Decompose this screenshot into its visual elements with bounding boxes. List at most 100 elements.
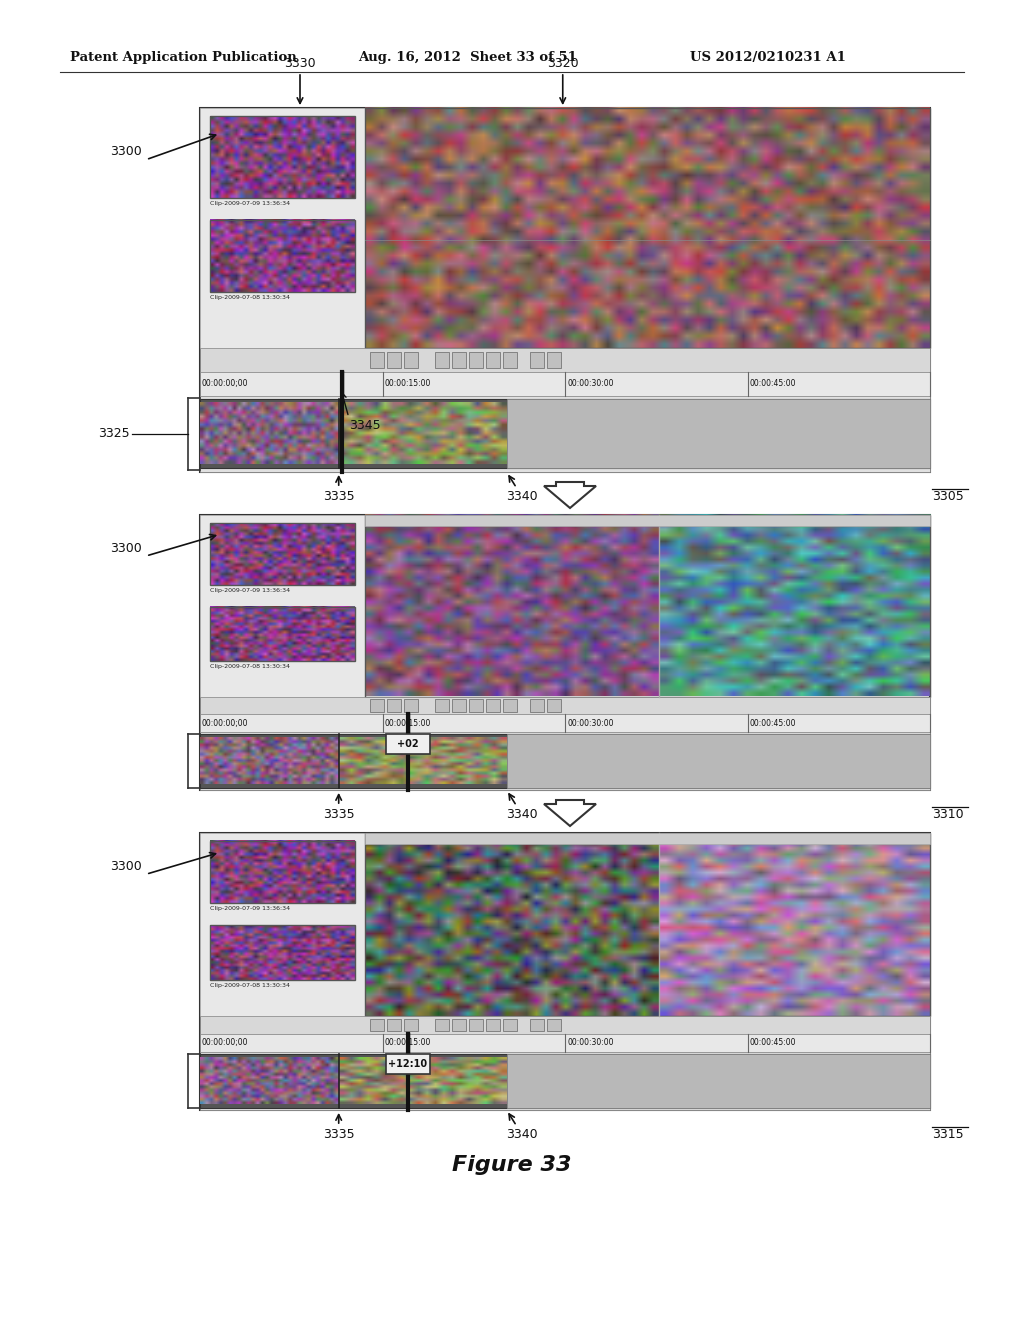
Text: 3310: 3310 (932, 808, 964, 821)
Text: Clip-2009-07-09 13:36:34: Clip-2009-07-09 13:36:34 (210, 906, 290, 911)
Bar (200, 399, 930, 469)
Bar (469, 352, 483, 368)
Bar (365, 515, 930, 525)
Bar (503, 352, 517, 368)
Bar (387, 1019, 401, 1031)
Bar (507, 734, 930, 788)
Bar (200, 833, 930, 1110)
Text: Figure 33: Figure 33 (453, 1155, 571, 1175)
Bar (486, 1019, 500, 1031)
Bar (200, 108, 930, 473)
Bar (200, 396, 930, 473)
Text: 00:00:15:00: 00:00:15:00 (384, 379, 431, 388)
Text: 00:00:30:00: 00:00:30:00 (567, 379, 613, 388)
Text: +12:10: +12:10 (388, 1059, 428, 1069)
Bar (370, 700, 384, 711)
Bar (452, 1019, 466, 1031)
Bar (200, 348, 930, 372)
Bar (547, 1019, 561, 1031)
Bar (200, 733, 930, 789)
Text: Patent Application Publication: Patent Application Publication (70, 51, 297, 65)
Bar (530, 1019, 544, 1031)
Text: Clip-2009-07-08 13:30:34: Clip-2009-07-08 13:30:34 (210, 294, 290, 300)
Bar (200, 515, 365, 697)
Bar (452, 352, 466, 368)
Bar (200, 1053, 930, 1109)
Text: Clip-2009-07-09 13:36:34: Clip-2009-07-09 13:36:34 (210, 587, 290, 593)
Text: 3340: 3340 (506, 490, 538, 503)
Bar (386, 734, 430, 754)
Bar (387, 700, 401, 711)
Bar (200, 734, 930, 788)
Bar (435, 700, 449, 711)
Bar (370, 352, 384, 368)
Text: 3340: 3340 (506, 808, 538, 821)
Text: 3300: 3300 (110, 145, 141, 158)
Text: 3300: 3300 (110, 541, 141, 554)
Text: 3325: 3325 (98, 428, 130, 441)
Polygon shape (544, 800, 596, 826)
Text: 00:00:00;00: 00:00:00;00 (202, 379, 249, 388)
Bar (486, 352, 500, 368)
Bar (547, 352, 561, 368)
Bar (469, 700, 483, 711)
Text: Clip-2009-07-08 13:30:34: Clip-2009-07-08 13:30:34 (210, 983, 290, 987)
Bar (386, 1053, 430, 1073)
Bar (365, 833, 930, 1016)
Bar (530, 352, 544, 368)
Bar (469, 1019, 483, 1031)
Bar (370, 1019, 384, 1031)
Bar (200, 515, 930, 789)
Bar (200, 1016, 930, 1034)
Bar (365, 515, 930, 697)
Text: US 2012/0210231 A1: US 2012/0210231 A1 (690, 51, 846, 65)
Bar (452, 700, 466, 711)
Bar (486, 700, 500, 711)
Bar (200, 372, 930, 396)
Bar (210, 523, 355, 585)
Bar (404, 1019, 418, 1031)
Text: 00:00:15:00: 00:00:15:00 (384, 719, 431, 727)
Bar (210, 116, 355, 198)
Text: 00:00:45:00: 00:00:45:00 (750, 1039, 796, 1047)
Polygon shape (544, 482, 596, 508)
Bar (530, 700, 544, 711)
Text: 3335: 3335 (323, 490, 354, 503)
Text: 3335: 3335 (323, 808, 354, 821)
Bar (200, 108, 365, 348)
Bar (507, 399, 930, 469)
Text: 00:00:45:00: 00:00:45:00 (750, 379, 796, 388)
Bar (200, 697, 930, 714)
Text: 3330: 3330 (285, 57, 315, 70)
Bar (547, 700, 561, 711)
Bar (387, 352, 401, 368)
Text: 3340: 3340 (506, 1129, 538, 1140)
Text: Clip-2009-07-09 13:36:34: Clip-2009-07-09 13:36:34 (210, 201, 290, 206)
Bar (507, 1053, 930, 1109)
Bar (210, 607, 355, 661)
Bar (435, 352, 449, 368)
Text: 00:00:45:00: 00:00:45:00 (750, 719, 796, 727)
Bar (404, 352, 418, 368)
Text: 3335: 3335 (323, 1129, 354, 1140)
Text: 3345: 3345 (349, 420, 380, 432)
Text: 00:00:30:00: 00:00:30:00 (567, 719, 613, 727)
Bar (503, 1019, 517, 1031)
Bar (200, 1052, 930, 1110)
Bar (200, 1034, 930, 1052)
Text: 00:00:00;00: 00:00:00;00 (202, 719, 249, 727)
Bar (435, 1019, 449, 1031)
Text: 3305: 3305 (932, 490, 964, 503)
Text: 3315: 3315 (932, 1129, 964, 1140)
Bar (503, 700, 517, 711)
Text: 00:00:30:00: 00:00:30:00 (567, 1039, 613, 1047)
Bar (404, 700, 418, 711)
Text: Clip-2009-07-08 13:30:34: Clip-2009-07-08 13:30:34 (210, 664, 290, 669)
Bar (210, 841, 355, 903)
Bar (200, 833, 365, 1016)
Text: 3300: 3300 (110, 859, 141, 873)
Text: 3320: 3320 (547, 57, 579, 70)
Text: Aug. 16, 2012  Sheet 33 of 51: Aug. 16, 2012 Sheet 33 of 51 (358, 51, 577, 65)
Bar (365, 108, 930, 348)
Bar (210, 219, 355, 292)
